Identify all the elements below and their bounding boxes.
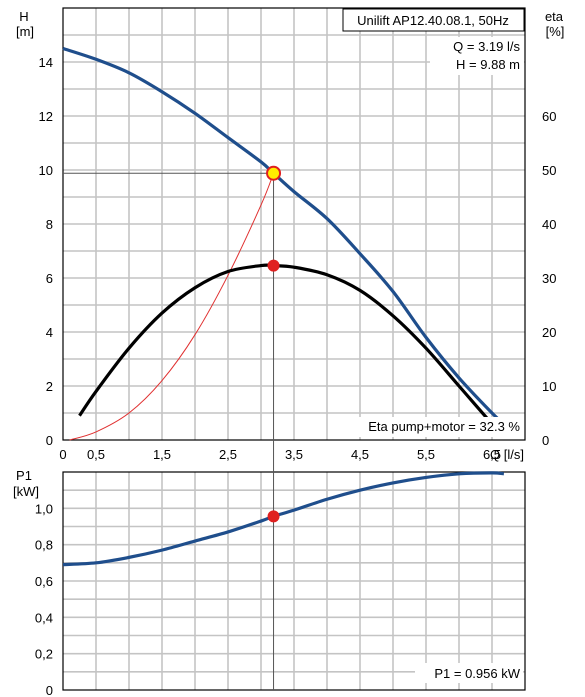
eta-tick-label: 40 <box>542 217 556 232</box>
eta-curve <box>78 263 506 437</box>
duty-q-text: Q = 3.19 l/s <box>453 39 520 54</box>
x-tick-label: 0,5 <box>87 447 105 462</box>
eta-tick-label: 50 <box>542 163 556 178</box>
eta-axis-label: eta <box>545 9 564 24</box>
p1-axis-label: P1 <box>16 468 32 483</box>
top-chart-grid <box>63 8 525 440</box>
p1-annotation-bg <box>415 663 523 683</box>
eta-tick-label: 10 <box>542 379 556 394</box>
eta-duty-point-marker <box>267 259 280 272</box>
duty-info-box <box>430 37 524 75</box>
x-tick-label: 5,5 <box>417 447 435 462</box>
p1-tick-label: 0,8 <box>35 538 53 553</box>
h-tick-label: 12 <box>39 109 53 124</box>
eta-tick-label: 60 <box>542 109 556 124</box>
head-curve <box>62 46 505 426</box>
h-tick-label: 8 <box>46 217 53 232</box>
h-axis-label: H <box>19 9 28 24</box>
h-tick-label: 2 <box>46 379 53 394</box>
chart-title: Unilift AP12.40.08.1, 50Hz <box>357 13 509 28</box>
p1-tick-label: 0,4 <box>35 610 53 625</box>
title-box <box>342 8 525 32</box>
x-tick-label: 1,5 <box>153 447 171 462</box>
bottom-chart-frame <box>62 471 526 691</box>
eta-tick-label: 30 <box>542 271 556 286</box>
x-tick-label: 0 <box>59 447 66 462</box>
p1-tick-label: 0 <box>46 683 53 697</box>
h-tick-label: 10 <box>39 163 53 178</box>
p1-tick-label: 0,2 <box>35 647 53 662</box>
eta-annotation: Eta pump+motor = 32.3 % <box>368 419 520 434</box>
q-axis-label: Q [l/s] <box>490 447 524 462</box>
eta-axis-unit: [%] <box>546 24 565 39</box>
h-tick-label: 6 <box>46 271 53 286</box>
eta-tick-label: 0 <box>542 433 549 448</box>
p1-annotation: P1 = 0.956 kW <box>434 666 520 681</box>
power-duty-point-marker <box>267 510 280 523</box>
p1-axis-unit: [kW] <box>13 484 39 499</box>
bottom-chart-grid <box>63 472 525 690</box>
top-chart-frame <box>62 7 526 441</box>
p1-tick-label: 0,6 <box>35 574 53 589</box>
head-duty-point-marker <box>266 165 282 181</box>
x-tick-label: 3,5 <box>285 447 303 462</box>
eta-tick-label: 20 <box>542 325 556 340</box>
system-curve <box>69 173 275 441</box>
h-tick-label: 0 <box>46 433 53 448</box>
x-tick-label: 2,5 <box>219 447 237 462</box>
x-tick-label: 4,5 <box>351 447 369 462</box>
h-tick-label: 4 <box>46 325 53 340</box>
h-tick-label: 14 <box>39 55 53 70</box>
x-tick-label: 6,5 <box>483 447 501 462</box>
power-curve <box>62 471 505 567</box>
h-axis-unit: [m] <box>16 24 34 39</box>
tick-labels: 0 0,5 1,5 2,5 3,5 4,5 5,5 6,5 0 2 4 6 8 10 12 14 0 10 20 30… <box>35 55 557 697</box>
p1-tick-label: 1,0 <box>35 501 53 516</box>
eta-annotation-bg <box>340 417 523 437</box>
duty-h-text: H = 9.88 m <box>456 57 520 72</box>
